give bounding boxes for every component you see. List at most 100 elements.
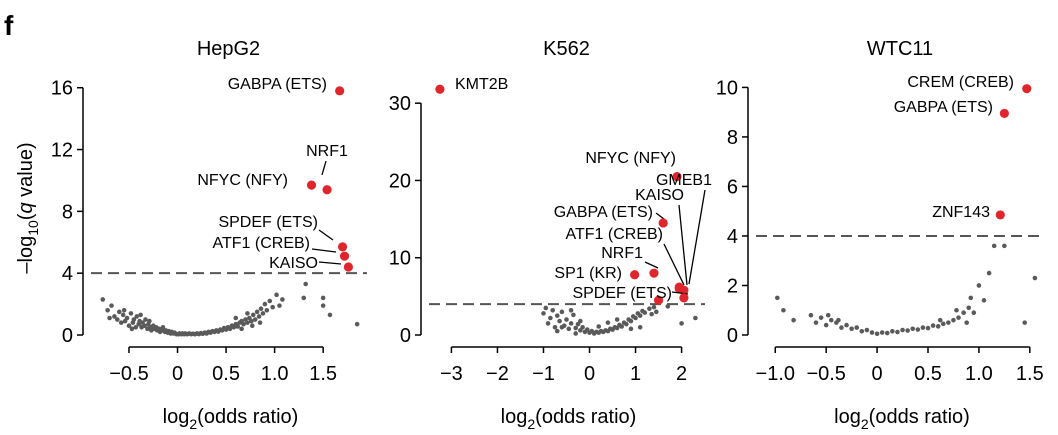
x-tick-label: 0 bbox=[172, 363, 183, 385]
background-point bbox=[274, 292, 279, 298]
x-axis-label: log2(odds ratio) bbox=[501, 406, 637, 432]
background-point bbox=[968, 295, 974, 301]
x-tick-label: 1.5 bbox=[1016, 363, 1044, 385]
highlighted-point bbox=[649, 268, 659, 278]
highlighted-point bbox=[337, 242, 348, 252]
background-point bbox=[257, 320, 263, 325]
leader-line bbox=[655, 212, 665, 220]
background-point bbox=[693, 315, 698, 321]
point-label: GABPA (ETS) bbox=[228, 76, 327, 93]
panel-k562: K562 0 10 20 30 −3 −2 −1 0 1 2 log2(odds ratio) KMT2… bbox=[389, 38, 712, 432]
point-label: CREM (CREB) bbox=[907, 74, 1014, 91]
background-point bbox=[580, 324, 585, 330]
leader-line bbox=[678, 204, 688, 286]
point-label: KAISO bbox=[269, 255, 318, 272]
background-point bbox=[249, 323, 255, 329]
point-label: NRF1 bbox=[306, 143, 348, 160]
point-label: GABPA (ETS) bbox=[554, 204, 653, 221]
background-point bbox=[280, 297, 285, 302]
highlighted-point bbox=[1022, 84, 1032, 94]
highlighted-point bbox=[335, 86, 345, 96]
background-point bbox=[966, 305, 972, 311]
background-point bbox=[775, 295, 780, 301]
x-tick-label: 0 bbox=[584, 363, 595, 385]
x-tick-label: 0.5 bbox=[914, 363, 942, 385]
background-point bbox=[864, 327, 870, 333]
background-point bbox=[930, 323, 936, 328]
background-point bbox=[258, 306, 264, 312]
background-point bbox=[109, 303, 114, 308]
point-label: ATF1 (CREB) bbox=[566, 226, 663, 243]
background-point bbox=[235, 324, 241, 329]
point-label: NRF1 bbox=[601, 245, 643, 262]
background-point bbox=[254, 309, 260, 315]
highlighted-point bbox=[658, 218, 668, 228]
y-tick-label: 12 bbox=[51, 140, 73, 162]
y-axis-label: –log10(q value) bbox=[15, 142, 41, 273]
y-tick-label: 0 bbox=[727, 325, 738, 347]
background-point bbox=[541, 311, 546, 316]
background-point bbox=[818, 315, 824, 320]
background-point bbox=[614, 317, 620, 322]
background-point bbox=[320, 303, 326, 308]
background-point bbox=[277, 303, 282, 308]
background-point bbox=[910, 326, 916, 332]
background-point bbox=[143, 317, 148, 322]
background-point bbox=[940, 321, 946, 327]
highlighted-point bbox=[995, 210, 1005, 220]
point-label: SPDEF (ETS) bbox=[218, 214, 318, 231]
x-tick-label: 1.0 bbox=[261, 363, 289, 385]
background-point bbox=[619, 324, 625, 329]
y-tick-label: 4 bbox=[727, 226, 738, 248]
background-point bbox=[354, 321, 360, 327]
background-point bbox=[245, 311, 250, 316]
background-point bbox=[1002, 243, 1007, 249]
background-point bbox=[839, 325, 844, 330]
background-point bbox=[120, 312, 126, 318]
background-point bbox=[869, 330, 875, 335]
background-point bbox=[264, 307, 270, 313]
background-point bbox=[552, 324, 558, 330]
background-point bbox=[548, 315, 553, 321]
background-point bbox=[823, 322, 829, 328]
background-point bbox=[874, 331, 880, 337]
background-point bbox=[131, 317, 137, 322]
background-point bbox=[925, 325, 931, 331]
background-point bbox=[633, 315, 638, 321]
highlighted-point bbox=[343, 262, 354, 272]
background-point bbox=[134, 314, 140, 319]
background-point bbox=[964, 320, 969, 325]
background-point bbox=[624, 321, 629, 327]
background-point bbox=[986, 270, 992, 276]
background-point bbox=[121, 307, 127, 313]
x-tick-label: 1.0 bbox=[965, 363, 993, 385]
background-point bbox=[905, 328, 910, 333]
background-point bbox=[559, 309, 565, 315]
background-point bbox=[327, 312, 333, 318]
x-tick-label: −0.5 bbox=[109, 363, 148, 385]
background-point bbox=[118, 320, 124, 325]
background-point bbox=[976, 283, 982, 288]
background-point bbox=[937, 317, 943, 323]
background-point bbox=[559, 324, 565, 330]
background-point bbox=[596, 324, 602, 329]
y-tick-label: 16 bbox=[51, 78, 73, 100]
leader-line bbox=[318, 229, 334, 241]
background-point bbox=[844, 322, 849, 328]
point-label: NFYC (NFY) bbox=[197, 172, 288, 189]
background-point bbox=[920, 325, 926, 330]
leader-line bbox=[321, 160, 327, 176]
background-point bbox=[233, 315, 239, 321]
background-point bbox=[808, 312, 814, 318]
background-point bbox=[112, 314, 117, 319]
background-point bbox=[578, 318, 583, 324]
background-point bbox=[573, 325, 579, 331]
background-point bbox=[267, 298, 273, 304]
background-point bbox=[915, 327, 921, 332]
background-point bbox=[107, 315, 112, 321]
point-label: KMT2B bbox=[455, 76, 508, 93]
y-tick-label: 8 bbox=[62, 201, 73, 223]
background-point bbox=[971, 310, 977, 316]
panel-hepg2: HepG2 0 4 8 12 16 −0.5 0 0.5 1.0 1.5 log2(odds rati… bbox=[51, 38, 367, 432]
background-point bbox=[653, 309, 659, 315]
